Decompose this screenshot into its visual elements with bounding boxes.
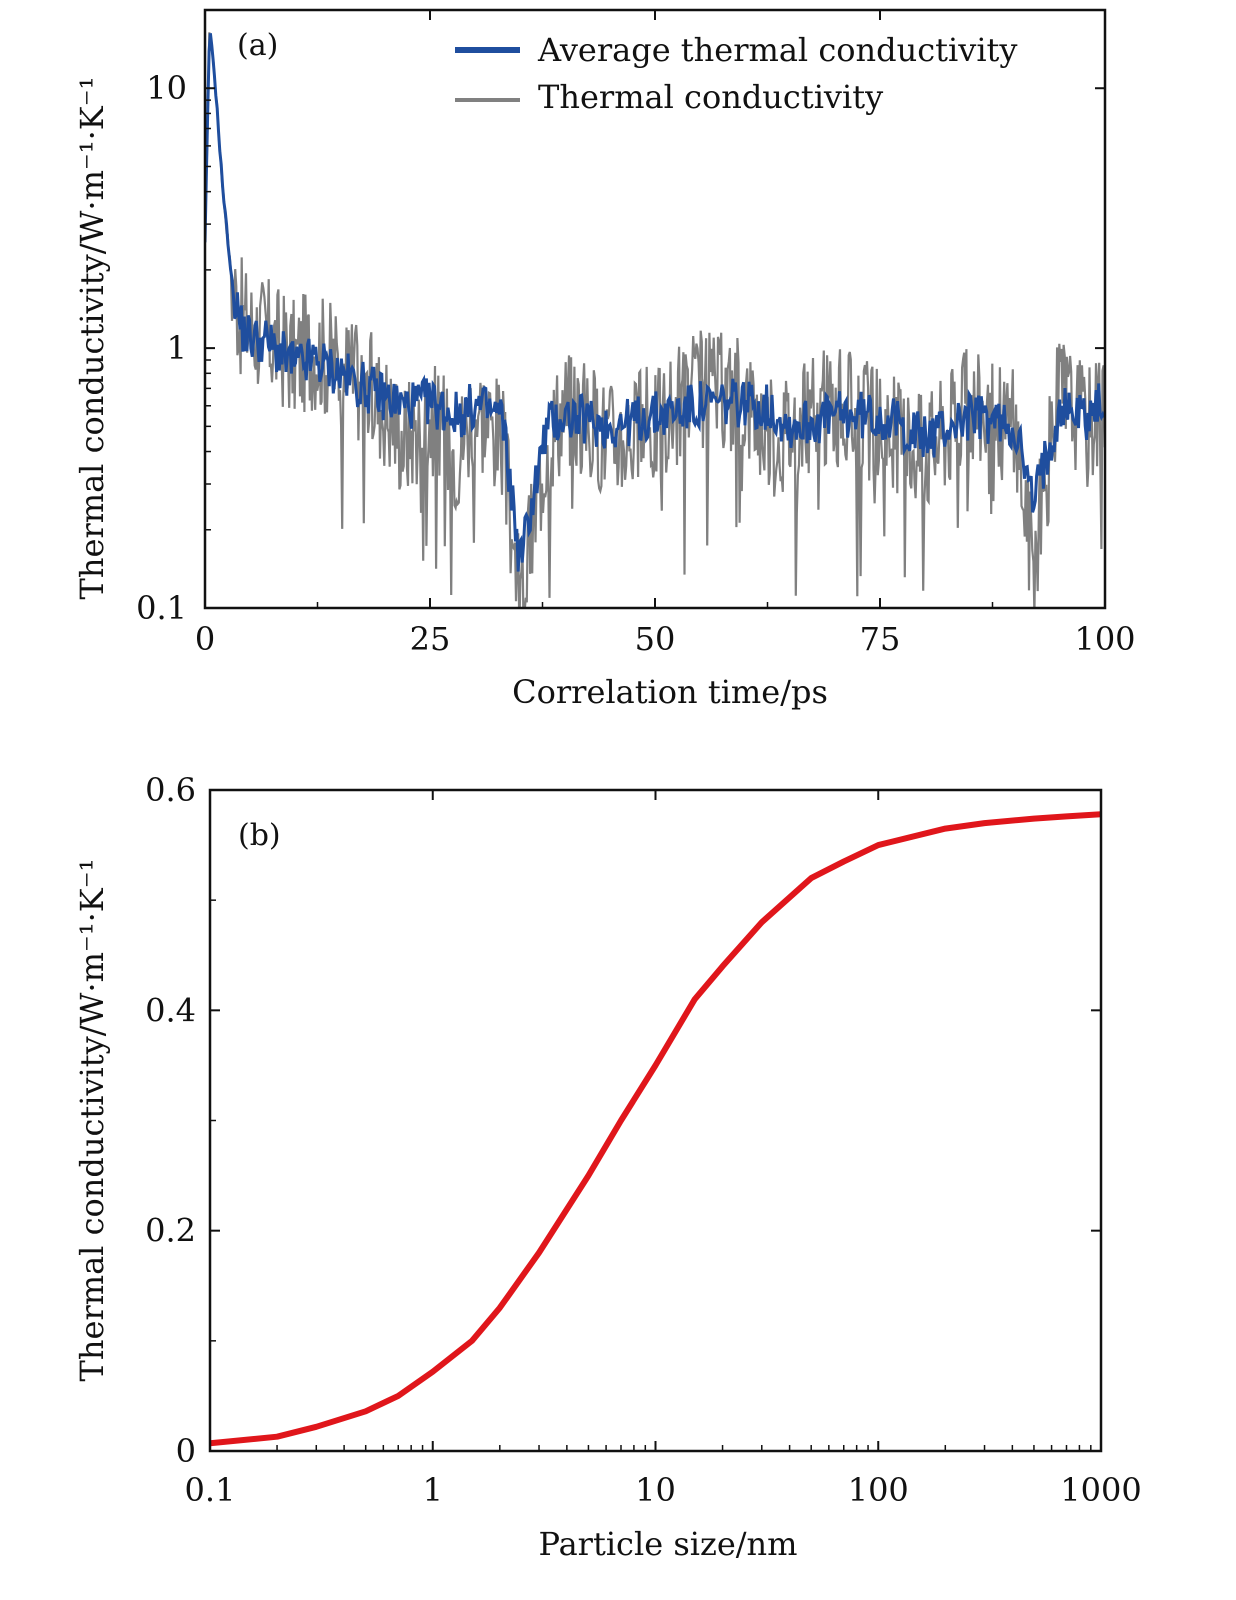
a-x-axis-title: Correlation time/ps xyxy=(512,673,828,711)
a-y-tick-label: 10 xyxy=(146,69,187,107)
a-x-tick-label: 50 xyxy=(635,620,676,658)
a-legend-label-average: Average thermal conductivity xyxy=(537,31,1017,69)
b-plot-frame xyxy=(208,788,1103,1453)
b-x-tick-label: 1000 xyxy=(1060,1471,1141,1509)
a-x-tick-label: 75 xyxy=(860,620,901,658)
a-y-tick-label: 0.1 xyxy=(136,589,187,627)
a-x-tick-label: 100 xyxy=(1074,620,1135,658)
b-y-tick-label: 0 xyxy=(176,1432,196,1470)
a-raw-line xyxy=(205,32,1105,608)
b-conductivity-line xyxy=(210,811,1101,1447)
a-legend-label-raw: Thermal conductivity xyxy=(538,78,883,116)
b-x-tick-label: 1 xyxy=(423,1471,443,1509)
b-y-tick-label: 0.4 xyxy=(145,991,196,1029)
a-x-tick-label: 25 xyxy=(410,620,451,658)
panel-b-chart: 0.1 1 10 100 1000 0 0.2 0.4 0.6 (b) Particle siz… xyxy=(73,771,1142,1563)
b-x-tick-label: 10 xyxy=(635,1471,676,1509)
a-series-thermal-conductivity xyxy=(205,32,1105,608)
a-panel-label: (a) xyxy=(237,28,278,63)
b-x-tick-label: 100 xyxy=(848,1471,909,1509)
a-x-tick-label: 0 xyxy=(195,620,215,658)
a-average-line xyxy=(205,33,1105,572)
b-y-tick-label: 0.2 xyxy=(145,1212,196,1250)
a-series-average-thermal-conductivity xyxy=(205,33,1105,572)
a-y-axis-title: Thermal conductivity/W·m⁻¹·K⁻¹ xyxy=(73,77,111,600)
b-ticks: 0.1 1 10 100 1000 0 0.2 0.4 0.6 xyxy=(145,771,1142,1509)
a-ticks: 0 25 50 75 100 0.1 1 10 xyxy=(136,10,1136,658)
b-x-tick-label: 0.1 xyxy=(185,1471,236,1509)
b-y-tick-label: 0.6 xyxy=(145,771,196,809)
panel-a-chart: 0 25 50 75 100 0.1 1 10 (a) Average thermal con… xyxy=(73,8,1136,711)
b-series-thermal-conductivity xyxy=(210,811,1101,1447)
b-x-axis-title: Particle size/nm xyxy=(538,1525,797,1563)
a-y-tick-label: 1 xyxy=(167,329,187,367)
b-panel-label: (b) xyxy=(238,818,281,853)
a-legend: Average thermal conductivity Thermal con… xyxy=(455,31,1017,116)
b-y-axis-title: Thermal conductivity/W·m⁻¹·K⁻¹ xyxy=(73,859,111,1382)
